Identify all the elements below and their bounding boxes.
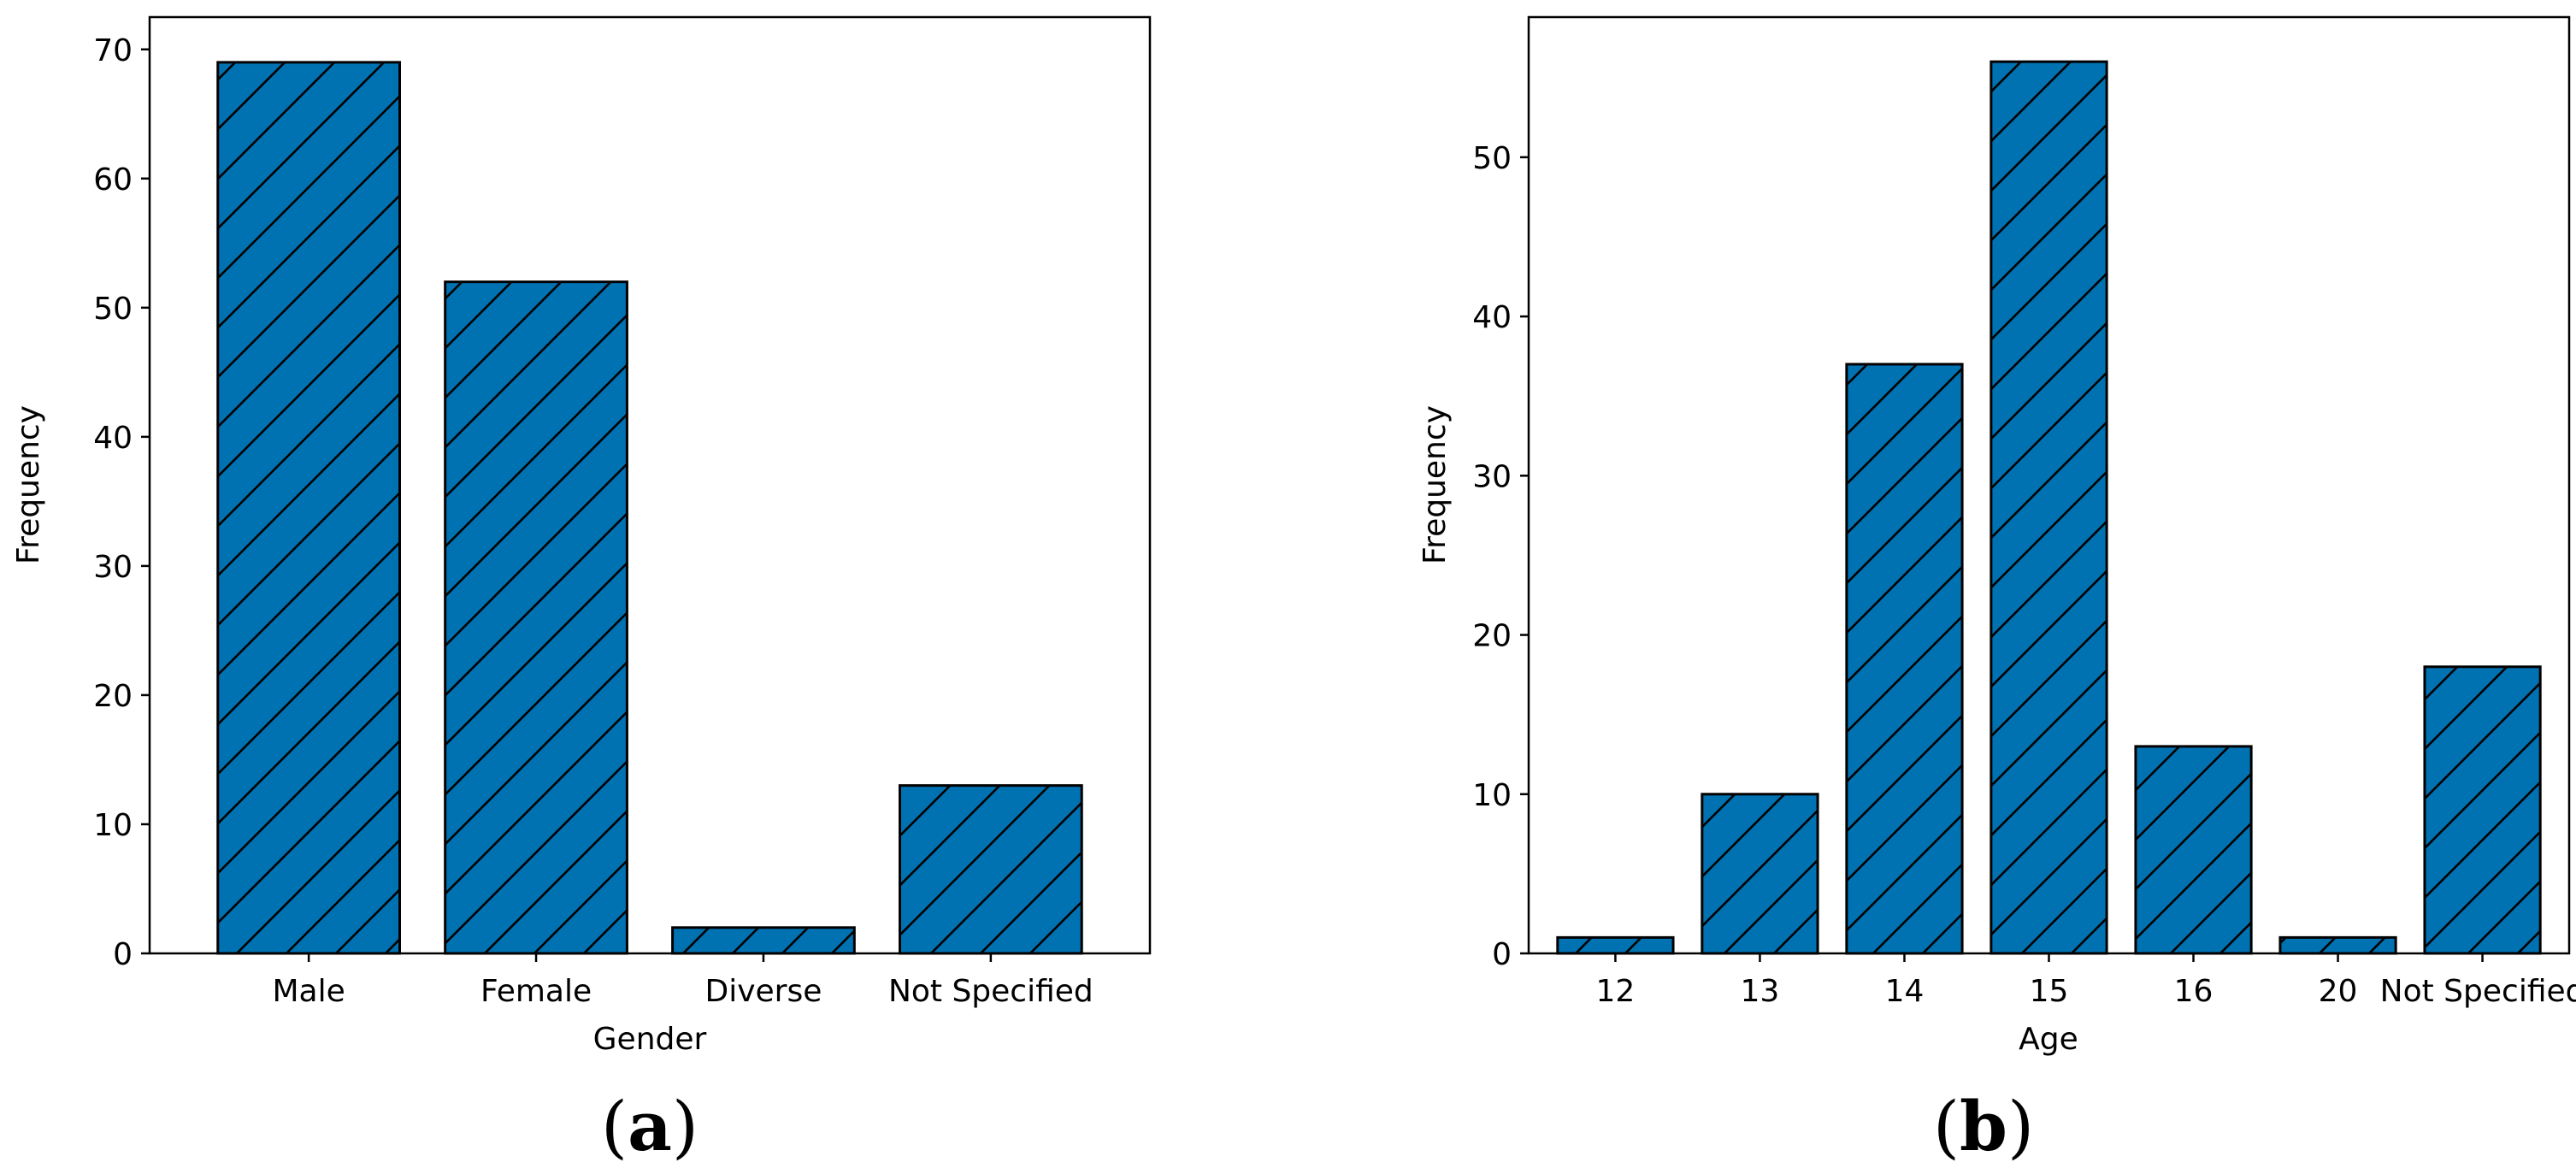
bar-15 xyxy=(1989,60,2108,955)
x-axis-label-gender: Gender xyxy=(593,1022,707,1057)
bars-age xyxy=(1556,60,2542,955)
panel-label-b: (b) xyxy=(1933,1086,2034,1166)
x-tick-label-13: 13 xyxy=(1741,974,1780,1009)
y-tick-label-70: 70 xyxy=(93,33,133,68)
plot-frame-gender xyxy=(148,15,1152,955)
bar-13 xyxy=(1701,793,1819,955)
x-tick-label-female: Female xyxy=(480,974,592,1009)
y-tick-label-50: 50 xyxy=(93,292,133,327)
bar-diverse xyxy=(671,926,856,955)
x-tick-label-14: 14 xyxy=(1885,974,1925,1009)
x-axis-age: 12 13 14 15 16 20 Not Specified xyxy=(1596,953,2576,1009)
y-tick-label-30: 30 xyxy=(93,550,133,585)
y-tick-label-20: 20 xyxy=(93,679,133,714)
y-tick-label-50: 50 xyxy=(1472,141,1512,176)
chart-gender: 0 10 20 30 40 50 60 70 Male Female Diverse Not Spe… xyxy=(11,15,1152,1166)
bar-14 xyxy=(1845,363,1964,955)
bars-gender xyxy=(216,61,1083,955)
y-tick-label-30: 30 xyxy=(1472,459,1512,494)
chart-age: 0 10 20 30 40 50 12 13 14 15 16 20 Not Specified Ag… xyxy=(1418,15,2576,1166)
y-tick-label-20: 20 xyxy=(1472,619,1512,654)
bar-female xyxy=(444,280,628,955)
x-tick-label-12: 12 xyxy=(1596,974,1636,1009)
x-tick-label-not-specified: Not Specified xyxy=(2380,974,2576,1009)
x-axis-gender: Male Female Diverse Not Specified xyxy=(272,953,1093,1009)
x-axis-label-age: Age xyxy=(2019,1022,2078,1057)
x-tick-label-male: Male xyxy=(272,974,345,1009)
y-axis-label-gender: Frequency xyxy=(11,405,46,564)
y-axis-gender: 0 10 20 30 40 50 60 70 xyxy=(93,33,150,972)
x-tick-label-diverse: Diverse xyxy=(705,974,822,1009)
x-tick-label-not-specified: Not Specified xyxy=(888,974,1093,1009)
y-tick-label-40: 40 xyxy=(1472,300,1512,335)
y-axis-age: 0 10 20 30 40 50 xyxy=(1472,141,1529,972)
bar-not-specified xyxy=(899,784,1083,955)
bar-12 xyxy=(1556,935,1675,955)
y-tick-label-40: 40 xyxy=(93,421,133,456)
y-tick-label-60: 60 xyxy=(93,162,133,198)
bar-20 xyxy=(2278,935,2397,955)
x-tick-label-16: 16 xyxy=(2174,974,2213,1009)
y-tick-label-10: 10 xyxy=(1472,778,1512,813)
x-tick-label-15: 15 xyxy=(2030,974,2069,1009)
x-tick-label-20: 20 xyxy=(2319,974,2358,1009)
y-tick-label-10: 10 xyxy=(93,808,133,843)
panel-label-a: (a) xyxy=(601,1086,699,1166)
bar-male xyxy=(216,61,401,955)
bar-16 xyxy=(2134,745,2253,955)
y-tick-label-0: 0 xyxy=(113,937,133,972)
bar-not-specified xyxy=(2423,665,2542,955)
y-tick-label-0: 0 xyxy=(1492,937,1512,972)
y-axis-label-age: Frequency xyxy=(1418,405,1453,564)
